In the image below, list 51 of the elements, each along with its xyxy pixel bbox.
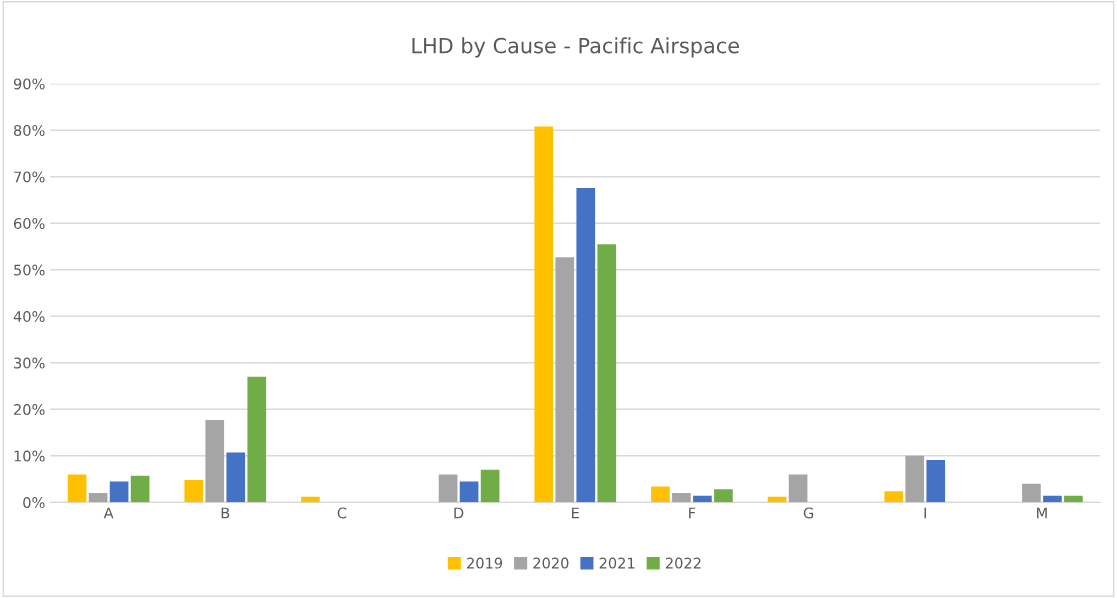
- bar: [788, 474, 808, 503]
- y-tick-label: 10%: [14, 450, 45, 462]
- bar: [555, 257, 575, 503]
- bar: [1064, 495, 1083, 503]
- bar: [301, 496, 320, 503]
- x-tick-label: M: [1037, 507, 1047, 519]
- x-tick-label: B: [221, 507, 230, 519]
- y-tick-label: 30%: [14, 357, 45, 369]
- bar: [459, 481, 479, 503]
- bar: [67, 474, 87, 503]
- bar: [1043, 495, 1062, 503]
- y-tick-label: 50%: [14, 264, 45, 276]
- legend-label: 2021: [599, 557, 635, 569]
- y-tick-label: 20%: [14, 404, 45, 416]
- x-tick-label: G: [803, 507, 814, 519]
- bar: [672, 493, 691, 503]
- x-tick-label: I: [924, 507, 926, 519]
- bar: [651, 486, 670, 503]
- bar: [1022, 483, 1041, 503]
- bar: [693, 495, 712, 503]
- bar: [184, 479, 204, 503]
- y-tick-label: 80%: [13, 124, 45, 136]
- bar: [109, 481, 129, 503]
- bar: [205, 420, 225, 503]
- bar: [534, 126, 554, 503]
- y-tick-label: 70%: [14, 171, 45, 183]
- legend-label: 2022: [665, 557, 701, 569]
- bar: [438, 474, 458, 503]
- bar: [905, 455, 925, 503]
- bar: [714, 489, 733, 503]
- bar: [884, 491, 904, 503]
- x-tick-label: D: [454, 507, 464, 519]
- bar: [226, 452, 246, 503]
- y-tick-label: 40%: [13, 310, 45, 323]
- x-tick-label: F: [689, 507, 696, 519]
- bar: [88, 493, 108, 503]
- legend-label: 2019: [467, 557, 503, 569]
- bar: [480, 469, 500, 503]
- x-tick-label: A: [103, 507, 114, 519]
- x-tick-label: E: [572, 507, 579, 519]
- bar: [576, 187, 596, 503]
- chart-title: LHD by Cause - Pacific Airspace: [412, 37, 739, 58]
- y-tick-label: 0%: [23, 497, 45, 509]
- y-tick-label: 60%: [14, 217, 45, 229]
- bar: [247, 376, 267, 503]
- bar: [597, 244, 617, 503]
- bar: [926, 459, 946, 503]
- y-tick-label: 90%: [13, 78, 45, 90]
- legend-label: 2020: [533, 557, 569, 569]
- bar: [130, 475, 150, 503]
- x-tick-label: C: [337, 507, 347, 519]
